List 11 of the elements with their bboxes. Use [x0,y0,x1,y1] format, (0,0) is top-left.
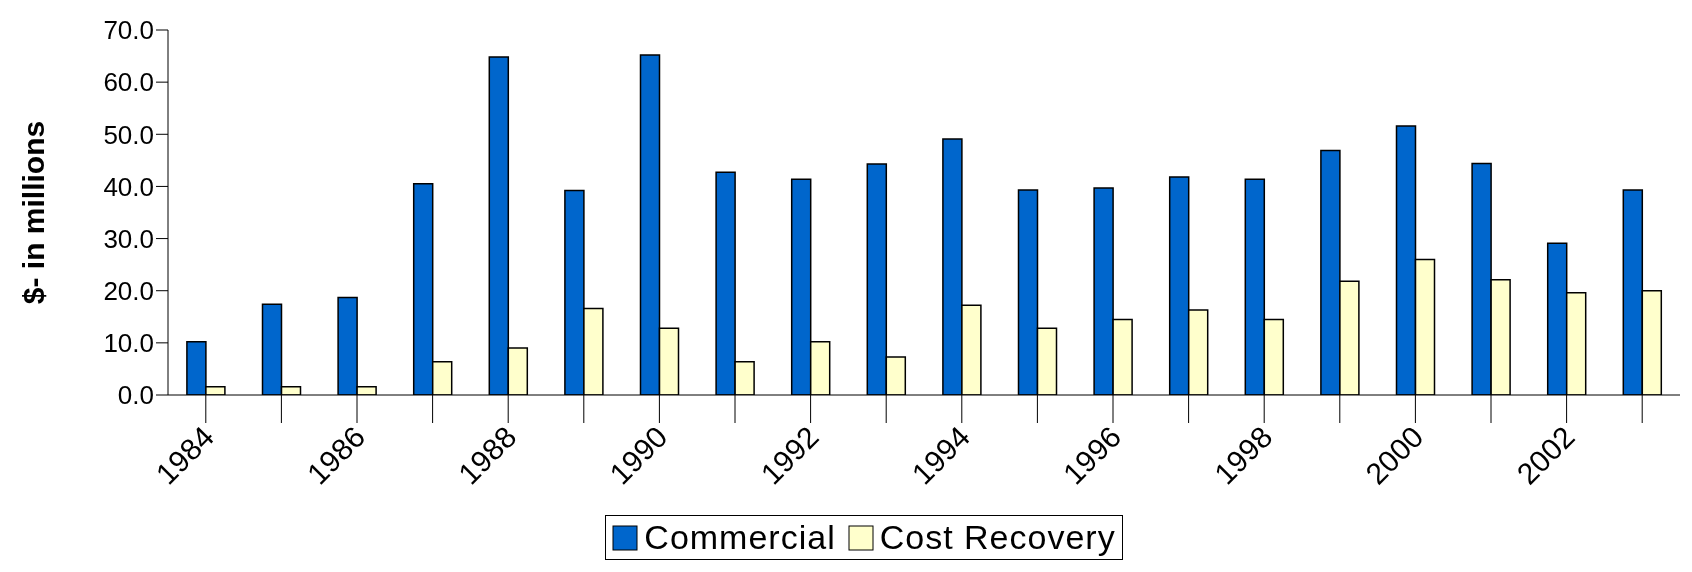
y-tick-label: 0.0 [117,380,154,411]
y-tick-label: 50.0 [103,119,154,150]
legend-label: Commercial [644,518,836,557]
y-tick-label: 60.0 [103,67,154,98]
y-tick-label: 40.0 [103,171,154,202]
y-tick-label: 70.0 [103,15,154,46]
y-tick-label: 20.0 [103,275,154,306]
y-tick-label: 10.0 [103,328,154,359]
y-tick-label: 30.0 [103,223,154,254]
y-axis-title: $- in millions [16,120,50,305]
legend-label: Cost Recovery [879,518,1116,557]
